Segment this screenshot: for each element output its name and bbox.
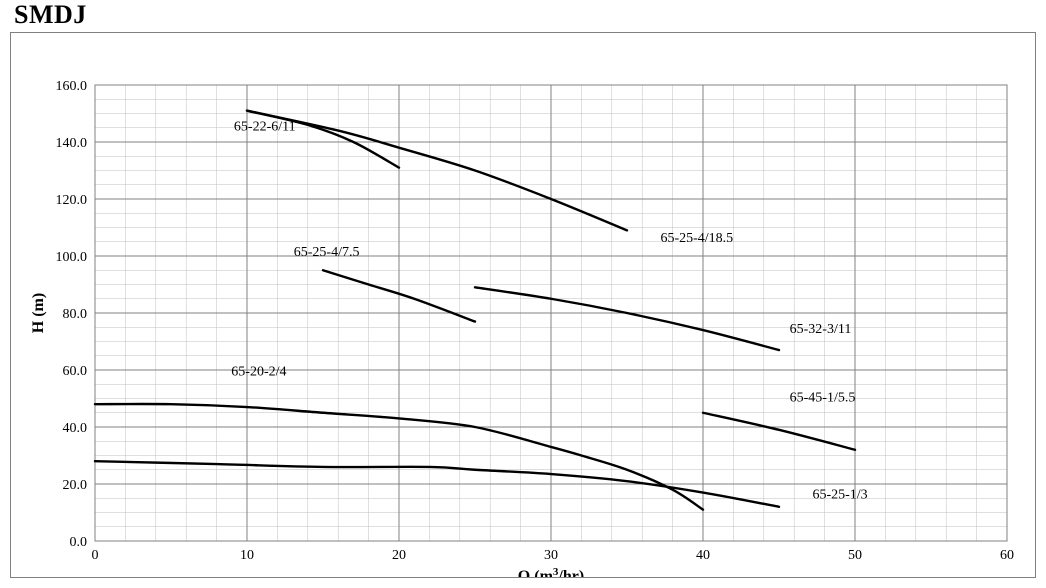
series-label: 65-20-2/4 (231, 365, 286, 380)
y-tick-label: 0.0 (70, 535, 88, 550)
series-label: 65-25-1/3 (812, 487, 867, 502)
y-tick-label: 40.0 (63, 421, 88, 436)
x-axis-label: Q (m3/hr) (518, 566, 584, 577)
y-tick-label: 140.0 (56, 136, 88, 151)
page-title: SMDJ (14, 0, 87, 30)
series-label: 65-32-3/11 (790, 322, 852, 337)
series-label: 65-25-4/18.5 (660, 231, 733, 246)
x-tick-label: 10 (240, 548, 254, 563)
y-tick-label: 60.0 (63, 364, 88, 379)
chart-svg: 0 10 20 30 40 50 60 0.0 20.0 40.0 60.0 80.0 100.0 120… (11, 33, 1035, 577)
y-tick-label: 20.0 (63, 478, 88, 493)
series-label: 65-45-1/5.5 (790, 390, 856, 405)
y-axis-label: H (m) (30, 293, 47, 333)
x-tick-label: 20 (392, 548, 406, 563)
x-tick-label: 0 (92, 548, 99, 563)
x-tick-label: 40 (696, 548, 710, 563)
x-tick-label: 60 (1000, 548, 1014, 563)
page-root: SMDJ 0 10 20 30 40 50 60 0.0 20.0 40.0 60.0 80.0 100… (0, 0, 1046, 588)
x-tick-label: 50 (848, 548, 862, 563)
y-tick-label: 160.0 (56, 79, 88, 94)
y-tick-label: 120.0 (56, 193, 88, 208)
y-tick-label: 100.0 (56, 250, 88, 265)
series-label: 65-22-6/11 (234, 120, 296, 135)
y-tick-label: 80.0 (63, 307, 88, 322)
x-tick-label: 30 (544, 548, 558, 563)
chart-frame: 0 10 20 30 40 50 60 0.0 20.0 40.0 60.0 80.0 100.0 120… (10, 32, 1036, 578)
series-label: 65-25-4/7.5 (294, 245, 360, 260)
